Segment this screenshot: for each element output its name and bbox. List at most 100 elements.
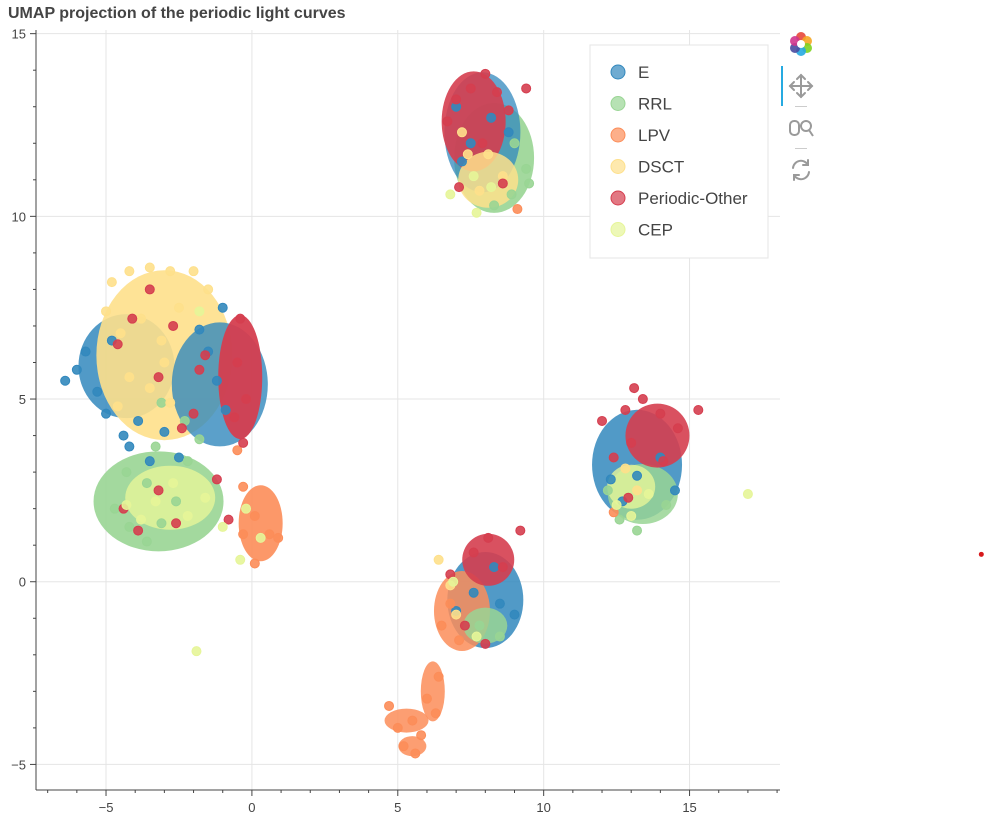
pan-icon[interactable] [787,72,815,100]
data-point-rrl [182,456,193,467]
data-point-periodic-other [442,116,453,127]
data-point-dsct [101,306,112,317]
data-point-periodic-other [465,83,476,94]
data-point-lpv [384,700,395,711]
data-point-periodic-other [235,313,246,324]
data-point-rrl [194,434,205,445]
data-point-dsct [474,185,485,196]
legend-marker [610,159,626,174]
data-point-periodic-other [144,284,155,295]
point-cloud [462,533,515,586]
data-point-periodic-other [153,372,164,383]
data-point-cep [471,631,482,642]
data-point-periodic-other [232,357,243,368]
data-point-cep [150,496,161,507]
data-point-periodic-other [623,492,634,503]
data-point-periodic-other [459,620,470,631]
data-point-cep [471,207,482,218]
data-point-cep [255,532,266,543]
data-point-cep [486,182,497,193]
legend-label: CEP [638,221,673,240]
data-point-e [144,456,155,467]
data-point-rrl [661,500,672,510]
data-point-periodic-other [620,405,631,415]
data-point-periodic-other [112,339,123,350]
data-point-rrl [156,518,167,529]
data-point-lpv [238,481,249,492]
toolbar-divider [795,106,807,107]
data-point-periodic-other [655,408,666,419]
point-cloud [218,315,263,440]
data-point-rrl [109,503,120,514]
data-point-periodic-other [480,68,491,79]
data-point-rrl [141,536,152,547]
data-point-cep [611,500,622,510]
data-points [60,68,984,759]
data-point-periodic-other [477,138,488,149]
data-point-lpv [273,532,284,543]
data-point-dsct [483,149,494,160]
data-point-dsct [632,485,643,496]
data-point-dsct [165,397,176,408]
data-point-e [60,375,71,386]
data-point-dsct [144,383,155,394]
y-tick-label: 5 [19,392,26,407]
legend-marker [610,127,626,143]
data-point-dsct [165,266,176,277]
data-point-dsct [112,401,123,412]
data-point-dsct [159,357,170,368]
data-point-rrl [506,189,517,200]
data-point-periodic-other [188,408,199,419]
point-cloud [458,151,519,208]
toolbar-divider [795,148,807,149]
data-point-rrl [124,521,135,532]
data-point-rrl [171,496,182,507]
data-point-e [605,474,616,485]
data-point-e [494,598,505,609]
y-tick-label: 0 [19,575,26,590]
data-point-lpv [454,635,465,646]
data-point-rrl [524,178,535,189]
data-point-lpv [436,620,447,631]
data-point-lpv [249,558,260,569]
data-point-dsct [456,127,467,138]
legend-label: Periodic-Other [638,189,748,208]
data-point-lpv [512,204,523,215]
data-point-periodic-other [238,437,249,448]
data-point-periodic-other [672,423,683,434]
data-point-lpv [392,722,403,733]
data-point-rrl [602,485,613,496]
data-point-e [194,324,205,335]
data-point-rrl [150,441,161,452]
y-tick-label: 10 [12,209,26,224]
legend-label: E [638,63,649,82]
data-point-periodic-other [127,313,138,324]
y-tick-label: 15 [12,27,26,42]
data-point-dsct [106,277,117,288]
data-point-e [632,470,643,481]
data-point-e [118,430,129,441]
box-zoom-icon[interactable] [787,114,815,142]
data-point-lpv [410,748,421,759]
data-point-cep [742,489,753,500]
legend-marker [610,64,626,80]
data-point-periodic-other [637,394,648,405]
bokeh-logo-icon[interactable] [787,30,815,58]
data-point-lpv [232,445,243,456]
data-point-periodic-other [521,83,532,94]
data-point-cep [182,510,193,521]
data-point-lpv [398,741,409,752]
active-tool-indicator [781,66,783,106]
data-point-periodic-other [223,514,234,525]
axes: −5 0 5 10 15 −5 0 5 10 15 [11,27,780,815]
data-point-periodic-other [194,364,205,375]
point-cloud [384,708,429,733]
legend-marker [610,96,626,111]
data-point-e [101,408,112,419]
reset-icon[interactable] [787,156,815,184]
data-point-periodic-other [626,437,637,448]
data-point-cep [626,510,637,521]
data-point-cep [241,503,252,514]
y-tick-label: −5 [11,757,26,772]
